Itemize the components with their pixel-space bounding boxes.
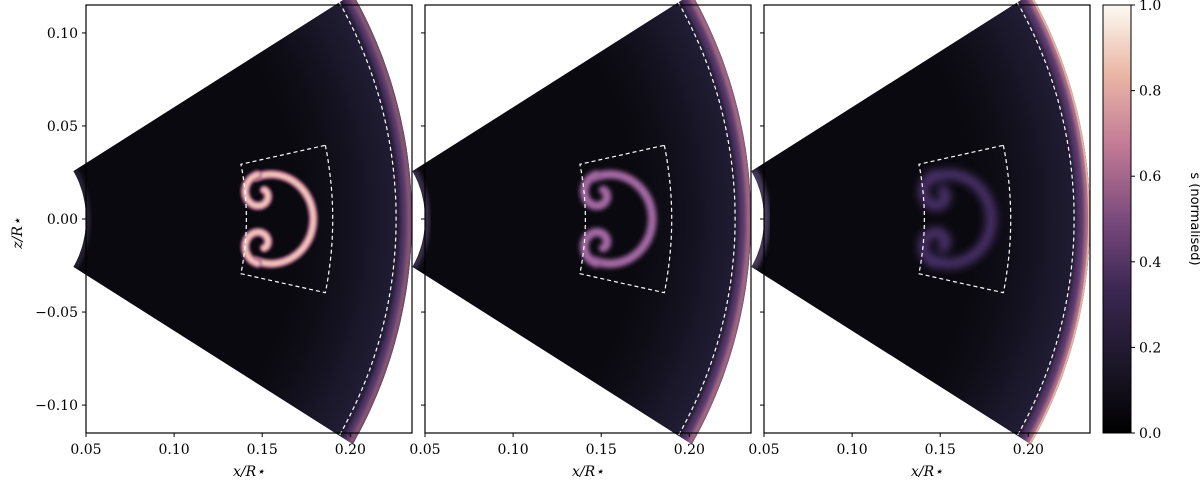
plume-cap-core [253, 172, 316, 266]
colorbar-tick-label: 1.0 [1139, 0, 1161, 14]
outer-boundary-dashed [338, 2, 397, 436]
colorbar-tick-label: 0.4 [1139, 255, 1161, 271]
x-tick-label: 0.15 [247, 442, 278, 458]
background-gradient [412, 0, 751, 445]
x-tick-label: 0.10 [837, 442, 868, 458]
y-tick-label: 0.10 [47, 26, 78, 42]
outer-shell-bright [338, 0, 413, 445]
colorbar-gradient [1102, 4, 1132, 434]
y-tick-label: 0.05 [47, 119, 78, 135]
plume-curl-core [920, 171, 949, 209]
x-axis-title: x/R⋆ [911, 464, 943, 480]
y-tick-label: 0.00 [47, 212, 78, 228]
background-gradient [751, 0, 1090, 445]
colorbar-tick-label: 0.6 [1139, 169, 1161, 185]
inner-region-outline [918, 144, 1012, 294]
max-mach-annotation: max(Ma) = 2.2 × 10−2 [779, 399, 950, 419]
inner-region-outline [240, 144, 334, 294]
x-axis-title: x/R⋆ [233, 464, 265, 480]
plume-curl-core [581, 171, 610, 209]
max-mach-annotation: max(Ma) = 1.3 × 10−2 [440, 399, 611, 419]
x-tick-label: 0.05 [70, 442, 101, 458]
panel-label: b = 105 [778, 22, 836, 42]
outer-boundary-dashed [677, 2, 736, 436]
outer-shell-hot [1018, 0, 1090, 445]
inner-boundary-glow [751, 168, 771, 270]
x-tick-label: 0.10 [159, 442, 190, 458]
outer-shell-glow [332, 0, 410, 445]
background-gradient [73, 0, 412, 445]
x-tick-label: 0.05 [748, 442, 779, 458]
x-tick-label: 0.20 [1013, 442, 1044, 458]
x-axis-title: x/R⋆ [572, 464, 604, 480]
x-tick-label: 0.15 [586, 442, 617, 458]
colorbar-ticks: 1.0 0.8 0.6 0.4 0.2 0.0 [1131, 0, 1161, 442]
thermal-plume [240, 169, 318, 269]
max-mach-annotation: max(Ma) = 6.8 × 10−3 [101, 399, 272, 419]
x-tick-label: 0.05 [409, 442, 440, 458]
x-tick-label: 0.10 [498, 442, 529, 458]
thermal-plume [579, 169, 657, 269]
x-tick-label: 0.20 [335, 442, 366, 458]
outer-boundary-dashed [1016, 2, 1075, 436]
plume-cap-core [930, 171, 995, 267]
plume-curl-core [243, 230, 270, 266]
outer-shell-bright [1015, 0, 1090, 445]
inner-region-outline [579, 144, 673, 294]
outer-shell-glow [670, 0, 750, 445]
y-tick-label: −0.10 [35, 398, 78, 414]
inner-boundary-glow [73, 169, 91, 269]
plume-curl-core [243, 172, 270, 208]
outer-shell-glow [1008, 0, 1090, 445]
inner-boundary-glow [412, 168, 431, 270]
panel-3: 0.05 0.10 0.15 0.20 x/R⋆ b = 105 max(Ma) = 2.2… [748, 0, 1091, 480]
plume-curl-core [581, 229, 610, 267]
y-tick-label: −0.05 [35, 305, 78, 321]
x-tick-label: 0.20 [674, 442, 705, 458]
panel-label: b = 104 [439, 22, 497, 42]
plume-cap-core [591, 171, 656, 267]
panel-2: 0.05 0.10 0.15 0.20 x/R⋆ b = 104 max(Ma) = 1.3… [409, 0, 752, 480]
x-tick-label: 0.15 [925, 442, 956, 458]
panel-1: 0.05 0.10 0.15 0.20 x/R⋆ 0.10 0.05 0.00 −0.05 −0.… [35, 0, 413, 480]
colorbar-tick-label: 0.2 [1139, 340, 1161, 356]
colorbar-tick-label: 0.0 [1139, 426, 1161, 442]
panels: 0.05 0.10 0.15 0.20 x/R⋆ 0.10 0.05 0.00 −0.05 −0.… [35, 0, 1091, 480]
panel-label: b = 103 [100, 22, 158, 42]
colorbar: 1.0 0.8 0.6 0.4 0.2 0.0 s (normalised) [1102, 0, 1200, 442]
colorbar-tick-label: 0.8 [1139, 84, 1161, 100]
outer-shell-bright [676, 0, 751, 445]
plume-curl-core [920, 229, 949, 267]
y-axis-title: z/R⋆ [10, 217, 26, 250]
colorbar-title: s (normalised) [1187, 172, 1200, 265]
thermal-plume [918, 169, 996, 269]
